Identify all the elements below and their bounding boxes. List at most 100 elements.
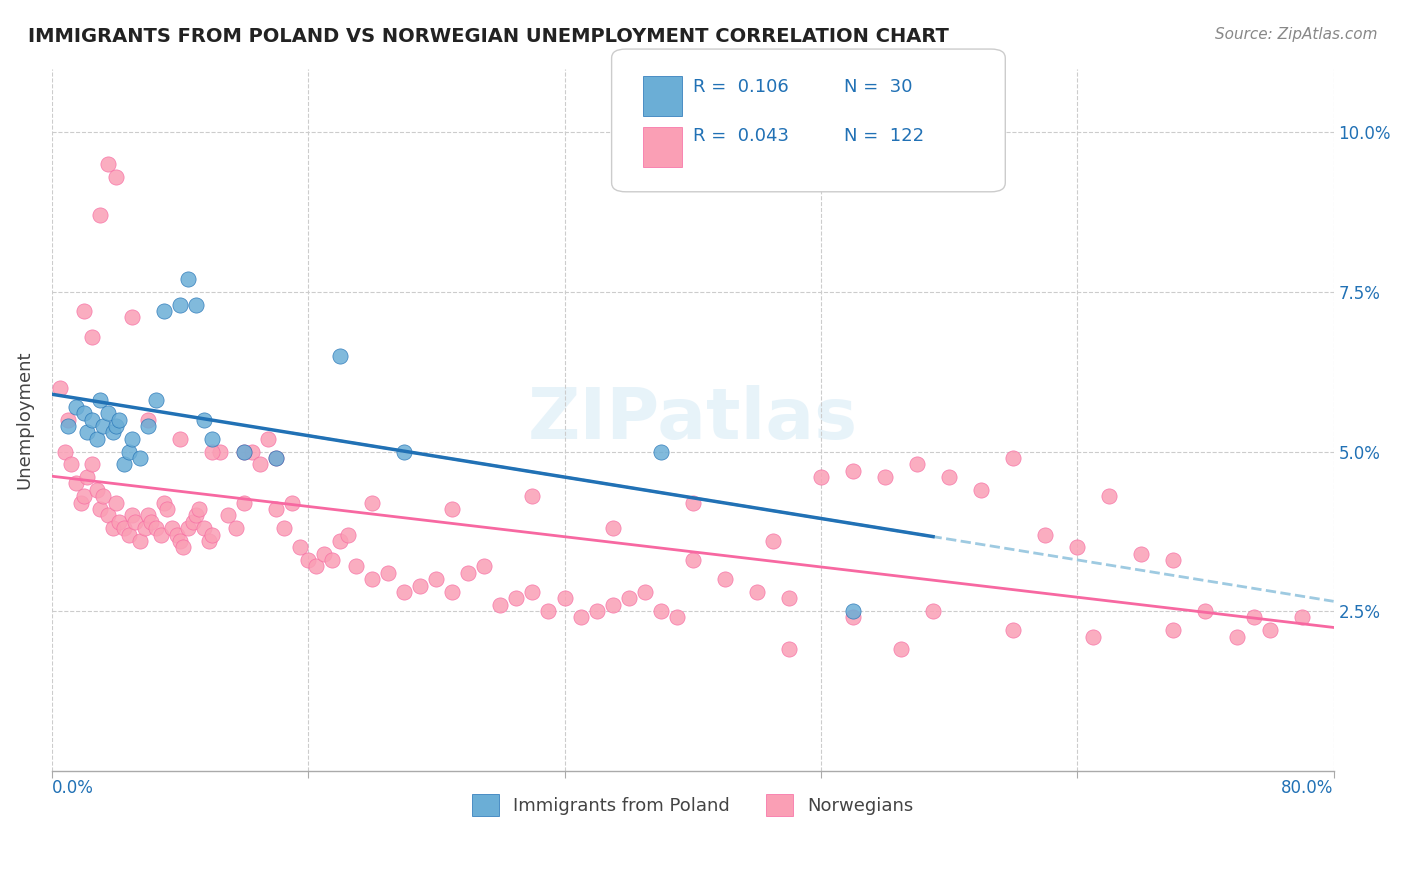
Text: Source: ZipAtlas.com: Source: ZipAtlas.com [1215, 27, 1378, 42]
Point [184, 508, 207, 523]
Point [314, 547, 336, 561]
Point [177, 521, 200, 535]
Point [136, 508, 159, 523]
Point [59, 458, 82, 472]
Point [425, 572, 447, 586]
Point [193, 412, 215, 426]
Point [80, 458, 103, 472]
Point [873, 470, 896, 484]
Point [240, 444, 263, 458]
Point [97, 406, 120, 420]
Point [128, 450, 150, 465]
Point [177, 272, 200, 286]
Point [905, 458, 928, 472]
Point [321, 553, 343, 567]
Point [134, 521, 156, 535]
Point [160, 521, 183, 535]
Point [1098, 489, 1121, 503]
Point [101, 521, 124, 535]
Point [169, 298, 191, 312]
Point [91, 489, 114, 503]
Point [56, 419, 79, 434]
Point [522, 489, 544, 503]
Point [745, 585, 768, 599]
Point [441, 585, 464, 599]
Point [394, 585, 416, 599]
Point [86, 483, 108, 497]
Point [457, 566, 479, 580]
Point [104, 169, 127, 184]
Point [305, 559, 328, 574]
Point [188, 502, 211, 516]
Point [145, 521, 167, 535]
Point [153, 304, 176, 318]
Point [1130, 547, 1153, 561]
Point [208, 444, 231, 458]
Point [104, 419, 127, 434]
Point [1194, 604, 1216, 618]
Text: R =  0.043: R = 0.043 [693, 127, 789, 145]
Point [97, 508, 120, 523]
Point [474, 559, 496, 574]
Point [76, 470, 98, 484]
Point [842, 604, 865, 618]
Point [145, 393, 167, 408]
Point [184, 298, 207, 312]
Point [136, 412, 159, 426]
Point [441, 502, 464, 516]
Point [112, 458, 135, 472]
Point [553, 591, 575, 606]
Point [108, 515, 131, 529]
Point [153, 495, 176, 509]
Point [713, 572, 735, 586]
Point [337, 527, 360, 541]
Text: N =  122: N = 122 [844, 127, 924, 145]
Point [128, 533, 150, 548]
Point [53, 444, 76, 458]
Point [665, 610, 688, 624]
Point [890, 642, 912, 657]
Point [249, 458, 271, 472]
Point [49, 381, 72, 395]
Point [264, 502, 287, 516]
Point [297, 553, 319, 567]
Point [633, 585, 655, 599]
Point [617, 591, 640, 606]
Point [112, 521, 135, 535]
Text: 0.0%: 0.0% [52, 779, 94, 797]
Point [1226, 630, 1249, 644]
Point [394, 444, 416, 458]
Point [108, 412, 131, 426]
Point [124, 515, 146, 529]
Point [201, 444, 224, 458]
Point [233, 444, 256, 458]
Point [172, 541, 194, 555]
Point [73, 406, 96, 420]
Point [89, 208, 111, 222]
Point [217, 508, 239, 523]
Point [65, 476, 87, 491]
Point [273, 521, 295, 535]
Point [602, 598, 624, 612]
Point [1002, 624, 1025, 638]
Point [181, 515, 204, 529]
Point [682, 495, 704, 509]
Point [537, 604, 560, 618]
Point [65, 400, 87, 414]
Point [1258, 624, 1281, 638]
Point [233, 444, 256, 458]
Point [810, 470, 832, 484]
Point [197, 533, 219, 548]
Point [201, 432, 224, 446]
Point [1163, 624, 1185, 638]
Point [361, 572, 384, 586]
Point [842, 610, 865, 624]
Point [409, 578, 432, 592]
Point [264, 450, 287, 465]
Text: R =  0.106: R = 0.106 [693, 78, 789, 95]
Point [650, 444, 672, 458]
Text: N =  30: N = 30 [844, 78, 912, 95]
Point [522, 585, 544, 599]
Point [585, 604, 607, 618]
Point [73, 489, 96, 503]
